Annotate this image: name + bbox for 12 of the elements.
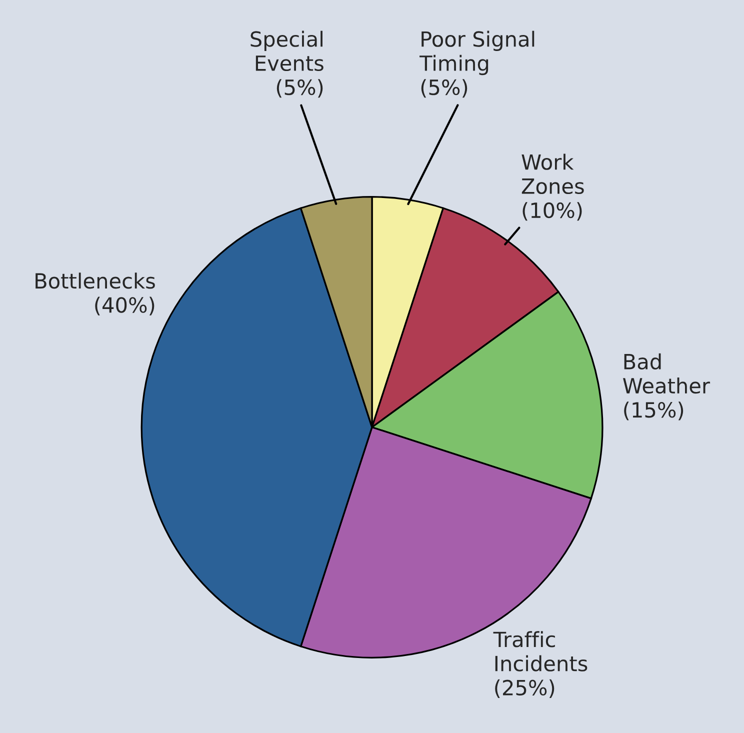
data-label: (25%): [495, 679, 554, 698]
data-label: (5%): [421, 79, 468, 98]
data-label: (10%): [522, 202, 582, 221]
slice-label: Poor Signal Timing: [420, 30, 534, 76]
slice-label: Special Events: [250, 30, 324, 72]
data-label: (15%): [624, 402, 684, 420]
slice-label: Work Zones: [522, 154, 584, 194]
slice-label: Traffic Incidents: [493, 631, 588, 672]
data-label: (5%): [276, 79, 323, 98]
slice-label: Bad Weather: [623, 353, 710, 394]
data-label: (40%): [95, 296, 154, 316]
slice-label: Bottlenecks: [36, 272, 155, 289]
